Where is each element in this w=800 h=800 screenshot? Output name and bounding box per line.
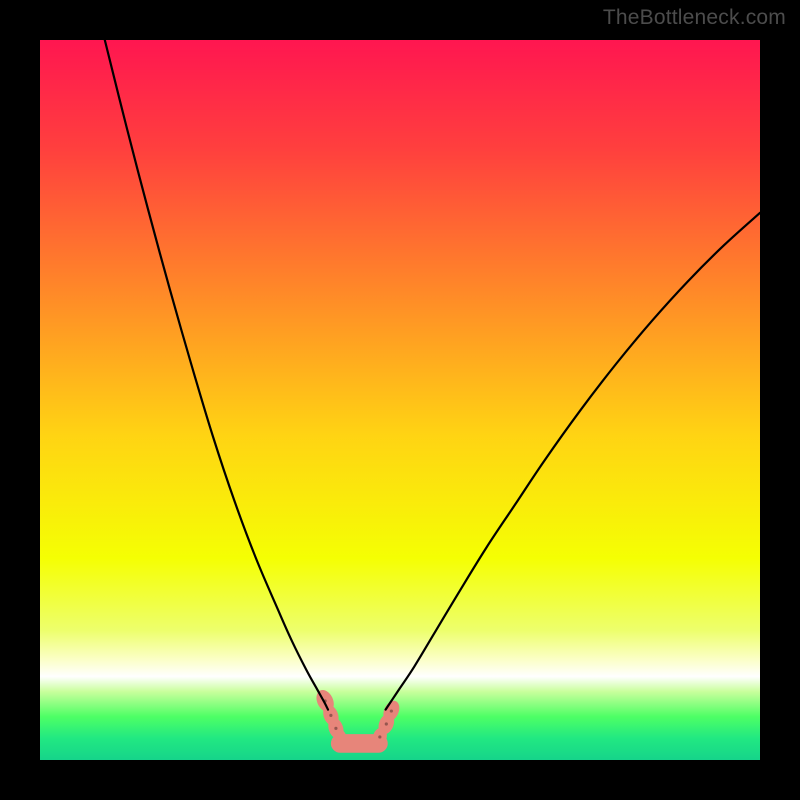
plot-inner xyxy=(40,40,760,760)
curve-left xyxy=(105,40,328,710)
watermark-text: TheBottleneck.com xyxy=(603,6,786,30)
bottleneck-curve xyxy=(40,40,760,760)
plot-area xyxy=(40,40,760,760)
curve-right xyxy=(386,213,760,710)
valley-markers xyxy=(313,687,402,749)
